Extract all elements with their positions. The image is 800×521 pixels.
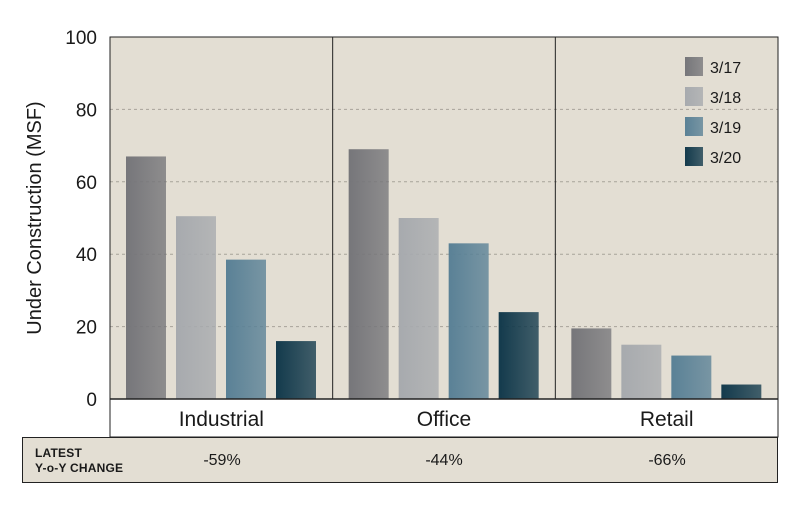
y-tick-label: 60 [76, 173, 97, 194]
legend-swatch [685, 147, 703, 166]
yoy-value-retail: -66% [648, 452, 686, 469]
y-tick-labels: 0 20 40 60 80 100 [65, 28, 97, 411]
bar-retail-2 [671, 355, 712, 399]
bar-industrial-0 [126, 156, 166, 399]
bar-office-3 [498, 312, 539, 399]
bars [126, 149, 762, 399]
yoy-change-label: LATEST Y-o-Y CHANGE [35, 446, 124, 475]
bar-retail-3 [721, 384, 762, 399]
bar-industrial-3 [276, 341, 316, 399]
y-axis-title: Under Construction (MSF) [24, 101, 46, 334]
bar-office-1 [398, 218, 439, 399]
bar-industrial-2 [226, 259, 266, 399]
legend-label: 3/17 [710, 60, 741, 77]
bar-retail-1 [621, 344, 662, 399]
bar-office-2 [448, 243, 489, 399]
legend-swatch [685, 57, 703, 76]
legend-label: 3/20 [710, 150, 741, 167]
category-label: Retail [640, 408, 694, 431]
bar-retail-0 [571, 328, 612, 399]
y-tick-label: 0 [86, 390, 97, 411]
y-tick-label: 20 [76, 318, 97, 339]
yoy-change-row: LATEST Y-o-Y CHANGE -59% -44% -66% [22, 437, 778, 483]
category-dividers [332, 37, 556, 437]
category-label: Office [417, 408, 471, 431]
y-tick-label: 40 [76, 245, 97, 266]
category-label: Industrial [179, 408, 264, 431]
y-tick-label: 80 [76, 100, 97, 121]
category-labels: Industrial Office Retail [179, 408, 694, 431]
bar-office-0 [348, 149, 389, 399]
yoy-value-industrial: -59% [203, 452, 241, 469]
legend-swatch [685, 117, 703, 136]
bar-chart: 0 20 40 60 80 100 Industrial Office Retail 3/17… [24, 28, 779, 438]
legend-label: 3/19 [710, 120, 741, 137]
yoy-value-office: -44% [425, 452, 463, 469]
plot-background [110, 37, 778, 399]
legend: 3/17 3/18 3/19 3/20 [685, 57, 741, 167]
bar-industrial-1 [176, 216, 216, 399]
legend-label: 3/18 [710, 90, 741, 107]
legend-swatch [685, 87, 703, 106]
y-tick-label: 100 [65, 28, 97, 49]
